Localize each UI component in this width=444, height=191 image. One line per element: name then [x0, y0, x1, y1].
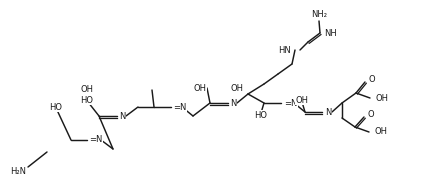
Text: OH: OH — [80, 84, 94, 94]
Text: N: N — [325, 108, 331, 117]
Text: NH₂: NH₂ — [311, 10, 327, 19]
Text: OH: OH — [194, 83, 206, 92]
Text: HN: HN — [278, 45, 291, 54]
Text: H₂N: H₂N — [10, 167, 26, 176]
Text: OH: OH — [374, 128, 387, 137]
Text: N: N — [119, 112, 125, 121]
Text: NH: NH — [324, 28, 337, 37]
Text: HO: HO — [254, 111, 267, 120]
Text: OH: OH — [375, 94, 388, 103]
Text: HO: HO — [49, 103, 63, 112]
Text: =N: =N — [173, 103, 186, 112]
Text: O: O — [367, 109, 373, 118]
Text: N: N — [230, 99, 236, 108]
Text: =N: =N — [284, 99, 297, 108]
Text: OH: OH — [296, 96, 309, 104]
Text: =N: =N — [89, 135, 103, 145]
Text: OH: OH — [230, 83, 243, 92]
Text: O: O — [368, 74, 375, 83]
Text: HO: HO — [80, 96, 94, 104]
